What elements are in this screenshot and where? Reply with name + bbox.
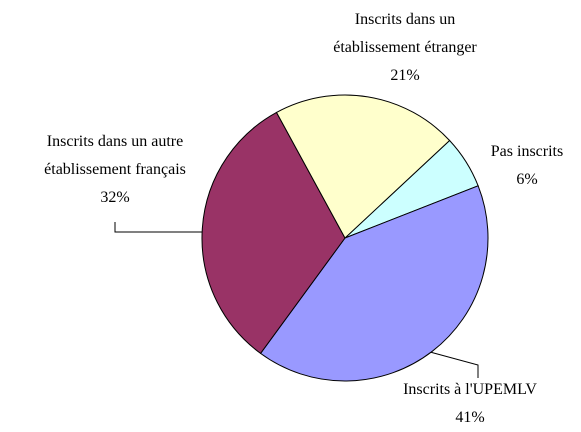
slice-label: Pas inscrits 6% xyxy=(457,138,581,194)
value-label: 32% xyxy=(100,189,130,206)
category-label: Inscrits dans un établissement étranger xyxy=(333,11,477,56)
slice-label: Inscrits dans un autre établissement fra… xyxy=(10,128,220,212)
pie-slice xyxy=(259,185,489,382)
leader-line xyxy=(114,222,216,233)
value-label: 21% xyxy=(390,67,420,84)
value-label: 41% xyxy=(455,409,485,426)
slice-label: Inscrits dans un établissement étranger 2… xyxy=(315,6,495,90)
category-label: Inscrits à l'UPEMLV xyxy=(403,381,537,398)
category-label: Inscrits dans un autre établissement fra… xyxy=(44,133,186,178)
slice-label: Inscrits à l'UPEMLV 41% xyxy=(370,376,570,432)
value-label: 6% xyxy=(516,171,538,188)
category-label: Pas inscrits xyxy=(490,143,564,160)
pie-slice xyxy=(275,94,451,239)
leader-line xyxy=(429,351,479,378)
